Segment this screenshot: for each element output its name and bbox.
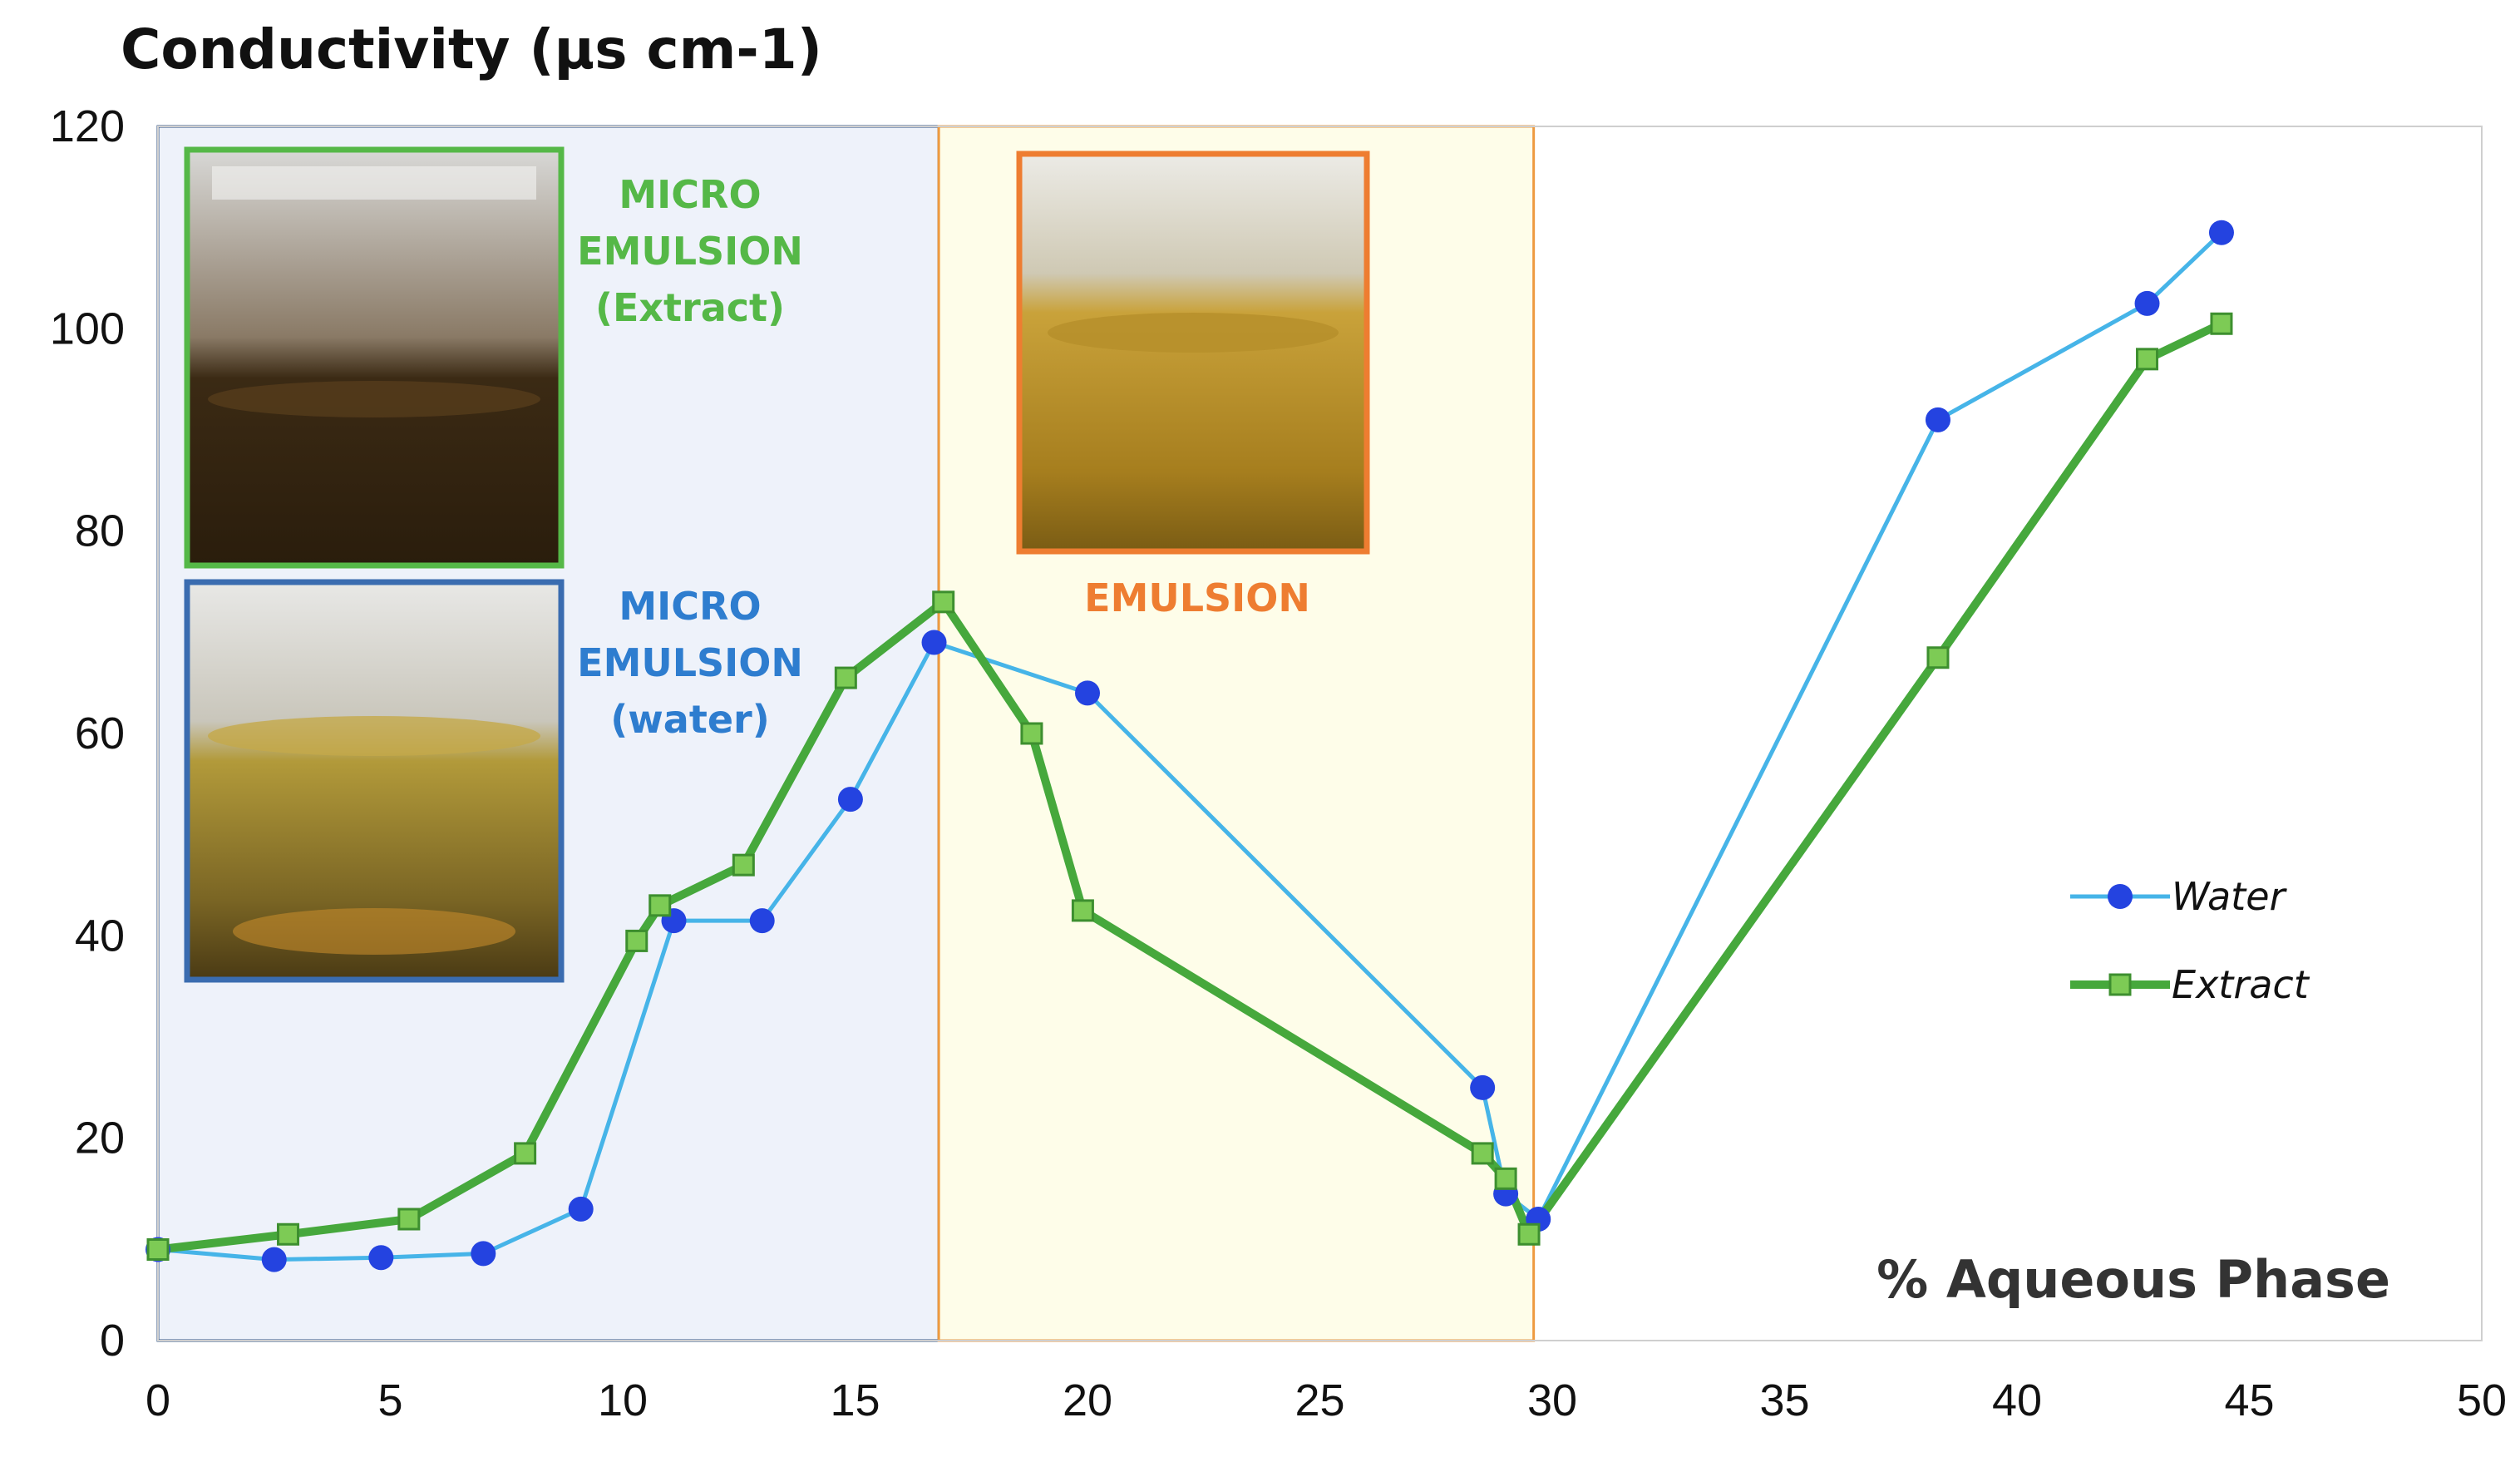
legend-label: Extract	[2172, 962, 2310, 1007]
x-tick-label: 30	[1527, 1376, 1577, 1425]
y-axis-title: Conductivity (µs cm-1)	[121, 17, 822, 81]
region-label: EMULSION	[1084, 575, 1310, 620]
data-point-extract	[397, 1208, 421, 1231]
data-point-water	[1925, 407, 1950, 432]
x-tick-label: 10	[598, 1376, 648, 1425]
data-point-water	[368, 1245, 394, 1271]
region-label: MICRO EMULSION (Extract)	[577, 172, 803, 330]
x-tick-label: 45	[2224, 1376, 2274, 1425]
data-point-extract	[1071, 899, 1094, 922]
data-point-water	[749, 908, 775, 934]
legend-label: Water	[2172, 874, 2287, 919]
y-tick-label: 0	[100, 1316, 125, 1366]
x-tick-label: 20	[1063, 1376, 1112, 1425]
data-point-water	[2134, 290, 2160, 316]
y-axis-ticks: 0 20 40 60 80 100 120	[50, 101, 125, 1366]
y-tick-label: 40	[75, 911, 125, 961]
data-point-water	[2208, 220, 2234, 245]
data-point-water	[261, 1247, 287, 1272]
data-point-extract	[648, 894, 672, 917]
x-tick-label: 15	[830, 1376, 880, 1425]
data-point-extract	[1926, 646, 1950, 669]
legend-marker	[2108, 884, 2133, 909]
data-point-extract	[834, 666, 857, 689]
beaker-photo-water	[184, 579, 565, 983]
data-point-water	[921, 630, 947, 655]
region-labels: MICRO EMULSION (Extract) MICRO EMULSION (wate…	[577, 172, 1310, 742]
data-point-extract	[2210, 312, 2233, 335]
plot-frame	[157, 126, 2483, 1341]
y-tick-label: 20	[75, 1114, 125, 1163]
data-point-water	[837, 787, 863, 812]
data-point-extract	[2136, 348, 2159, 371]
x-tick-label: 40	[1992, 1376, 2042, 1425]
x-tick-label: 5	[377, 1376, 402, 1425]
x-tick-label: 50	[2457, 1376, 2507, 1425]
series-layer	[145, 220, 2234, 1272]
data-point-extract	[1494, 1167, 1517, 1190]
series-line-water	[157, 230, 2223, 1262]
y-tick-label: 120	[50, 101, 125, 151]
beaker-photo-emulsion	[1016, 151, 1370, 555]
x-tick-label: 0	[145, 1376, 170, 1425]
data-point-extract	[732, 853, 755, 877]
x-axis-ticks: 0 5 10 15 20 25 30 35 40 45 50	[145, 1376, 2507, 1425]
y-tick-label: 60	[75, 709, 125, 758]
data-point-water	[568, 1196, 594, 1222]
data-point-extract	[514, 1142, 537, 1165]
legend-marker	[2108, 973, 2132, 996]
data-point-water	[1075, 680, 1100, 706]
x-tick-label: 35	[1759, 1376, 1809, 1425]
y-tick-label: 80	[75, 506, 125, 556]
x-tick-label: 25	[1295, 1376, 1344, 1425]
data-point-extract	[1020, 722, 1043, 745]
data-point-extract	[932, 590, 955, 614]
legend: Water Extract	[2070, 874, 2310, 1007]
data-point-extract	[1471, 1142, 1494, 1165]
y-tick-label: 100	[50, 304, 125, 353]
region-label: MICRO EMULSION (water)	[577, 584, 803, 742]
data-point-water	[1470, 1074, 1496, 1100]
data-point-extract	[277, 1222, 300, 1246]
data-point-extract	[1517, 1222, 1541, 1246]
data-point-extract	[625, 929, 648, 952]
data-point-extract	[146, 1238, 170, 1261]
x-axis-title: % Aqueous Phase	[1876, 1249, 2390, 1310]
beaker-photo-extract	[184, 146, 565, 569]
data-point-water	[471, 1241, 496, 1267]
